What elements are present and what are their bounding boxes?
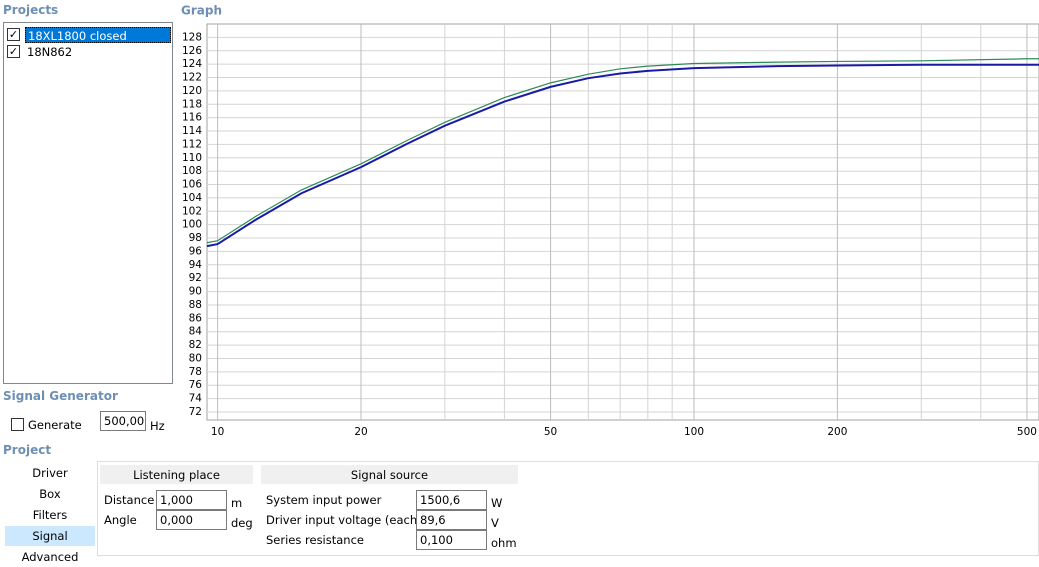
y-tick-label: 80	[189, 352, 202, 364]
field-label: Angle	[104, 513, 137, 527]
group-header: Signal source	[261, 465, 518, 484]
unit: Hz	[150, 419, 165, 433]
y-tick-label: 90	[189, 286, 202, 298]
x-tick-label: 20	[354, 426, 367, 438]
y-tick-label: 124	[182, 58, 202, 70]
unit: deg	[231, 516, 253, 530]
field-input[interactable]: 1,000	[156, 490, 227, 510]
field-input[interactable]: 0,100	[416, 530, 487, 550]
x-tick-label: 10	[211, 426, 224, 438]
x-tick-label: 200	[827, 426, 847, 438]
x-tick-label: 50	[544, 426, 557, 438]
y-tick-label: 122	[182, 72, 202, 84]
checkbox[interactable]: ✓	[7, 45, 20, 58]
field-input[interactable]: 1500,6	[416, 490, 487, 510]
y-tick-label: 102	[182, 205, 202, 217]
y-tick-label: 82	[189, 339, 202, 351]
section-title: Projects	[3, 3, 59, 17]
project-item[interactable]: 18XL1800 closed	[25, 27, 171, 43]
y-tick-label: 98	[189, 232, 202, 244]
project-item[interactable]: 18N862	[27, 45, 73, 59]
unit: V	[491, 516, 499, 530]
field-label: System input power	[266, 493, 382, 507]
y-tick-label: 110	[182, 152, 202, 164]
y-tick-label: 104	[182, 192, 202, 204]
series-line	[206, 58, 1039, 244]
y-tick-label: 86	[189, 312, 203, 324]
nav-item[interactable]: Signal	[5, 526, 95, 546]
y-tick-label: 108	[182, 165, 202, 177]
field-label: Series resistance	[266, 533, 364, 547]
series-line	[206, 63, 1039, 248]
nav-item[interactable]: Filters	[32, 508, 68, 522]
plot-area	[206, 23, 1039, 421]
y-tick-label: 120	[182, 85, 202, 97]
checkbox[interactable]	[11, 418, 24, 431]
field-label: Driver input voltage (each)	[266, 513, 422, 527]
x-tick-label: 100	[684, 426, 704, 438]
field-input[interactable]: 89,6	[416, 510, 487, 530]
y-tick-label: 92	[189, 272, 202, 284]
y-tick-label: 74	[189, 393, 203, 405]
unit: ohm	[491, 536, 517, 550]
y-tick-label: 128	[182, 31, 202, 43]
y-tick-label: 76	[189, 379, 203, 391]
y-tick-label: 72	[189, 406, 202, 418]
y-tick-label: 106	[182, 179, 202, 191]
frequency-input[interactable]: 500,00	[100, 411, 146, 431]
checkbox[interactable]: ✓	[7, 28, 20, 41]
y-tick-label: 94	[189, 259, 203, 271]
checkbox-label[interactable]: Generate	[28, 418, 82, 432]
nav-item[interactable]: Box	[39, 487, 61, 501]
y-tick-label: 114	[182, 125, 202, 137]
y-tick-label: 118	[182, 98, 202, 110]
y-tick-label: 100	[182, 219, 202, 231]
section-title: Signal Generator	[3, 389, 118, 403]
project-list[interactable]	[3, 22, 173, 384]
group-header: Listening place	[100, 465, 253, 484]
y-tick-label: 126	[182, 45, 202, 57]
y-tick-label: 88	[189, 299, 202, 311]
y-tick-label: 78	[189, 366, 202, 378]
y-tick-label: 112	[182, 138, 202, 150]
x-tick-label: 500	[1017, 426, 1037, 438]
field-label: Distance	[104, 493, 155, 507]
graph: Graph72747678808284868890929496981001021…	[181, 4, 1039, 438]
field-input[interactable]: 0,000	[156, 510, 227, 530]
graph-title: Graph	[181, 4, 222, 18]
unit: m	[231, 496, 243, 510]
unit: W	[491, 496, 503, 510]
y-tick-label: 96	[189, 245, 203, 257]
y-tick-label: 116	[182, 112, 202, 124]
y-tick-label: 84	[189, 326, 203, 338]
nav-item[interactable]: Advanced	[21, 550, 79, 564]
section-title: Project	[3, 443, 52, 457]
nav-item[interactable]: Driver	[32, 466, 68, 480]
